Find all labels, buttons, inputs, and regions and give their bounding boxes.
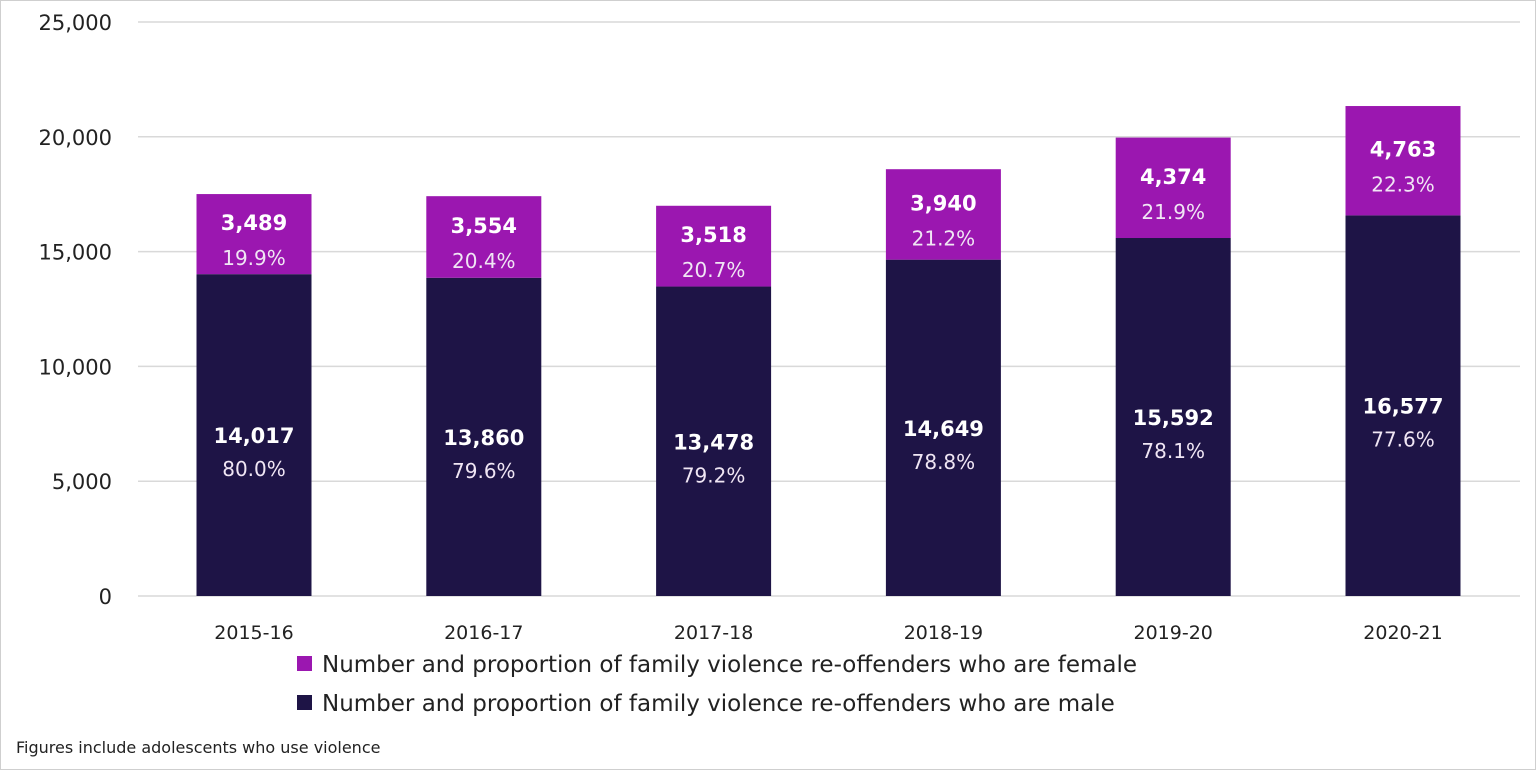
data-label-female-percent: 21.9% xyxy=(1141,200,1205,224)
chart-note: Figures include adolescents who use viol… xyxy=(16,738,380,757)
data-label-male-value: 15,592 xyxy=(1133,406,1214,430)
data-label-male-percent: 78.1% xyxy=(1141,439,1205,463)
y-tick-label: 5,000 xyxy=(52,470,112,494)
x-tick-label: 2017-18 xyxy=(674,622,753,644)
y-tick-label: 25,000 xyxy=(39,11,112,35)
bar-male xyxy=(426,277,542,596)
data-label-male-value: 13,478 xyxy=(673,430,754,454)
data-label-male-value: 16,577 xyxy=(1362,395,1443,419)
data-label-male-percent: 78.8% xyxy=(912,450,976,474)
data-label-male-value: 14,017 xyxy=(213,424,294,448)
data-label-female-value: 4,374 xyxy=(1140,165,1206,189)
bar-male xyxy=(885,259,1001,596)
legend-swatch-female xyxy=(297,656,312,671)
data-label-male-percent: 79.2% xyxy=(682,463,746,487)
bar-female xyxy=(426,196,542,278)
legend-label-male: Number and proportion of family violence… xyxy=(322,691,1115,717)
data-label-female-percent: 20.7% xyxy=(682,258,746,282)
bar-male xyxy=(656,286,772,596)
data-label-male-value: 13,860 xyxy=(443,426,524,450)
bar-male xyxy=(1115,238,1231,596)
data-label-male-percent: 80.0% xyxy=(222,457,286,481)
x-tick-label: 2015-16 xyxy=(214,622,293,644)
data-label-male-value: 14,649 xyxy=(903,417,984,441)
data-label-female-value: 4,763 xyxy=(1370,138,1436,162)
bar-female xyxy=(1345,106,1461,216)
data-label-male-percent: 79.6% xyxy=(452,459,516,483)
bar-male xyxy=(196,274,312,596)
legend-label-female: Number and proportion of family violence… xyxy=(322,652,1137,678)
data-label-female-percent: 19.9% xyxy=(222,246,286,270)
bar-female xyxy=(1115,137,1231,239)
y-tick-label: 15,000 xyxy=(39,241,112,265)
legend-swatch-male xyxy=(297,695,312,710)
x-tick-label: 2018-19 xyxy=(904,622,983,644)
y-tick-label: 10,000 xyxy=(39,355,112,379)
data-label-female-value: 3,940 xyxy=(910,191,976,215)
bar-female xyxy=(196,194,312,275)
data-label-female-percent: 22.3% xyxy=(1371,173,1435,197)
x-tick-label: 2016-17 xyxy=(444,622,523,644)
data-label-male-percent: 77.6% xyxy=(1371,428,1435,452)
bar-female xyxy=(656,205,772,287)
x-tick-label: 2020-21 xyxy=(1363,622,1442,644)
data-label-female-value: 3,489 xyxy=(221,211,287,235)
bar-male xyxy=(1345,215,1461,596)
data-label-female-value: 3,518 xyxy=(680,223,746,247)
data-label-female-value: 3,554 xyxy=(451,214,517,238)
data-label-female-percent: 20.4% xyxy=(452,249,516,273)
data-label-female-percent: 21.2% xyxy=(912,226,976,250)
y-tick-label: 0 xyxy=(99,585,112,609)
x-tick-label: 2019-20 xyxy=(1134,622,1213,644)
bar-female xyxy=(885,169,1001,260)
y-tick-label: 20,000 xyxy=(39,126,112,150)
